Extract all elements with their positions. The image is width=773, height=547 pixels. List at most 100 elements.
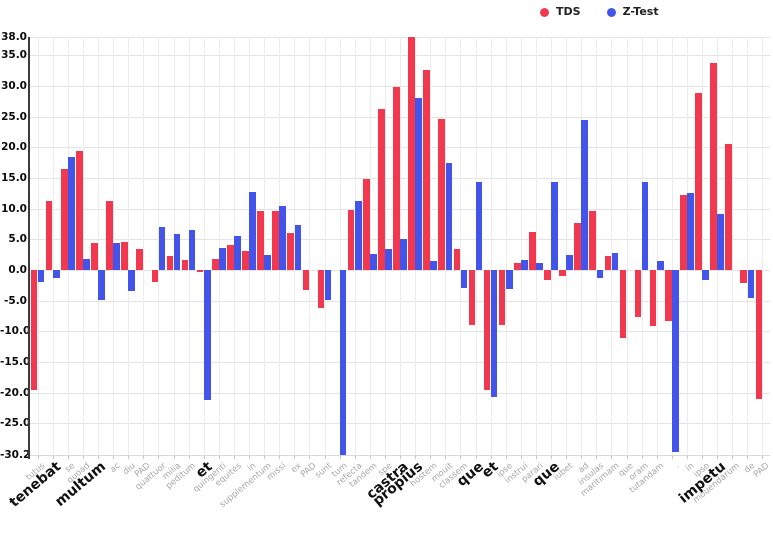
bar-tds[interactable] — [649, 269, 657, 326]
bar-ztest[interactable] — [415, 98, 422, 270]
bar-tds[interactable] — [317, 269, 325, 309]
bar-ztest[interactable] — [128, 269, 136, 291]
bar-tds[interactable] — [453, 249, 461, 270]
bar-ztest[interactable] — [203, 269, 211, 401]
bar-tds[interactable] — [181, 259, 189, 270]
bar-ztest[interactable] — [430, 260, 438, 270]
bar-tds[interactable] — [498, 269, 506, 326]
bar-tds[interactable] — [45, 200, 53, 270]
bar-ztest[interactable] — [460, 269, 468, 288]
legend-item-ztest[interactable]: Z-Test — [606, 6, 659, 18]
bar-tds[interactable] — [272, 210, 279, 270]
legend-item-tds[interactable]: TDS — [540, 6, 581, 18]
bar-tds[interactable] — [755, 269, 763, 400]
bar-ztest[interactable] — [83, 258, 90, 270]
bar-ztest[interactable] — [113, 242, 120, 270]
bar-ztest[interactable] — [596, 269, 604, 278]
bar-ztest[interactable] — [279, 206, 287, 270]
bar-ztest[interactable] — [536, 262, 543, 270]
bar-tds[interactable] — [106, 201, 113, 270]
bar-tds[interactable] — [242, 250, 249, 270]
bar-tds[interactable] — [438, 118, 446, 270]
bar-tds[interactable] — [544, 269, 551, 280]
bar-tds[interactable] — [589, 211, 597, 270]
bar-tds[interactable] — [151, 269, 159, 283]
bar-tds[interactable] — [91, 242, 98, 270]
x-tick-icon — [626, 455, 628, 459]
bar-tds[interactable] — [211, 258, 219, 270]
bar-ztest[interactable] — [551, 181, 558, 270]
bar-tds[interactable] — [408, 37, 415, 270]
bar-ztest[interactable] — [641, 181, 649, 270]
bar-tds[interactable] — [529, 231, 536, 270]
bar-ztest[interactable] — [656, 260, 664, 270]
bar-ztest[interactable] — [672, 269, 679, 453]
bar-tds[interactable] — [725, 143, 732, 270]
bar-ztest[interactable] — [385, 249, 392, 270]
bar-tds[interactable] — [695, 92, 702, 270]
bar-tds[interactable] — [347, 209, 355, 270]
bar-ztest[interactable] — [581, 119, 589, 270]
bar-tds[interactable] — [423, 70, 430, 270]
bar-ztest[interactable] — [158, 227, 166, 270]
y-tick-label: -20.0 — [0, 386, 31, 399]
bar-tds[interactable] — [559, 269, 566, 276]
bar-ztest[interactable] — [445, 162, 453, 270]
bar-tds[interactable] — [136, 248, 144, 270]
bar-ztest[interactable] — [294, 225, 302, 270]
bar-tds[interactable] — [393, 87, 400, 270]
bar-tds[interactable] — [634, 269, 642, 318]
bar-tds[interactable] — [30, 269, 38, 390]
bar-tds[interactable] — [483, 269, 491, 390]
bar-tds[interactable] — [257, 211, 264, 270]
x-tick-icon — [762, 455, 764, 459]
bar-tds[interactable] — [60, 169, 68, 270]
bar-tds[interactable] — [362, 179, 370, 270]
bar-ztest[interactable] — [687, 192, 694, 270]
bar-tds[interactable] — [574, 222, 581, 270]
bar-ztest[interactable] — [475, 181, 483, 270]
bar-ztest[interactable] — [98, 269, 105, 301]
bar-tds[interactable] — [710, 62, 717, 270]
bar-ztest[interactable] — [324, 269, 332, 300]
bar-tds[interactable] — [664, 269, 672, 322]
x-tick-icon — [324, 455, 326, 459]
bar-tds[interactable] — [604, 255, 612, 270]
bar-ztest[interactable] — [173, 233, 181, 270]
bar-ztest[interactable] — [249, 192, 256, 270]
bar-tds[interactable] — [740, 269, 748, 284]
bar-ztest[interactable] — [68, 156, 75, 270]
bar-tds[interactable] — [680, 195, 687, 270]
bar-tds[interactable] — [378, 108, 385, 270]
bar-ztest[interactable] — [400, 239, 407, 270]
bar-tds[interactable] — [227, 245, 234, 270]
bar-tds[interactable] — [166, 255, 174, 270]
bar-ztest[interactable] — [370, 254, 377, 270]
bar-ztest[interactable] — [219, 247, 226, 270]
bar-ztest[interactable] — [490, 269, 498, 397]
bar-tds[interactable] — [302, 269, 310, 291]
bar-ztest[interactable] — [521, 259, 528, 270]
bar-tds[interactable] — [468, 269, 476, 326]
bar-ztest[interactable] — [264, 254, 271, 270]
y-tick-label: -15.0 — [0, 355, 31, 368]
bar-tds[interactable] — [513, 262, 521, 270]
bar-ztest[interactable] — [505, 269, 513, 290]
bar-ztest[interactable] — [52, 269, 60, 278]
bar-ztest[interactable] — [611, 253, 619, 270]
bar-ztest[interactable] — [339, 269, 347, 455]
bar-ztest[interactable] — [566, 255, 573, 270]
bar-ztest[interactable] — [188, 229, 196, 270]
bar-ztest[interactable] — [702, 269, 709, 280]
bar-ztest[interactable] — [747, 269, 755, 299]
bar-ztest[interactable] — [354, 200, 362, 270]
bar-tds[interactable] — [619, 269, 627, 339]
bar-tds[interactable] — [76, 151, 83, 270]
bar-tds[interactable] — [121, 242, 128, 270]
bar-tds[interactable] — [287, 233, 295, 270]
bar-tds[interactable] — [196, 269, 204, 273]
bar-ztest[interactable] — [234, 236, 241, 270]
bar-ztest[interactable] — [37, 269, 45, 283]
bar-ztest[interactable] — [717, 213, 724, 270]
x-tick-icon — [535, 455, 537, 459]
